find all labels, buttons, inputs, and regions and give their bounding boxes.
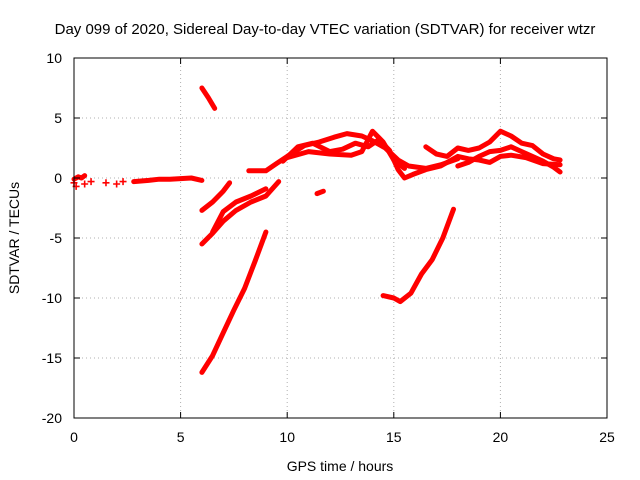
y-tick-label: 10 (46, 50, 62, 66)
x-tick-label: 5 (177, 429, 185, 445)
x-tick-label: 20 (493, 429, 509, 445)
chart-title: Day 099 of 2020, Sidereal Day-to-day VTE… (55, 21, 596, 38)
data-point (81, 180, 89, 188)
x-axis-label: GPS time / hours (287, 458, 394, 474)
y-axis-label: SDTVAR / TECUs (6, 182, 22, 294)
series-arc-10 (284, 128, 407, 171)
y-tick-label: -10 (42, 290, 62, 306)
series-arc-9 (280, 137, 563, 181)
series-arc-13 (131, 175, 205, 185)
data-layer (70, 85, 563, 375)
series-arc-12 (455, 144, 563, 175)
x-tick-label: 0 (70, 429, 78, 445)
y-tick-label: 0 (54, 170, 62, 186)
data-point (113, 180, 121, 188)
series-arc-6 (380, 206, 456, 305)
x-tick-label: 15 (386, 429, 402, 445)
series-arc-7 (314, 188, 326, 197)
y-tick-label: -15 (42, 350, 62, 366)
series-arc-5 (199, 229, 269, 375)
ticks: 0 5 10 15 20 25 -20 -15 -10 -5 0 5 10 (42, 50, 615, 445)
x-tick-label: 25 (599, 429, 615, 445)
series-arc-14 (71, 173, 88, 182)
data-point (119, 178, 127, 186)
series-arc-1 (199, 85, 218, 111)
grid (74, 58, 607, 418)
series-arc-4 (210, 186, 269, 235)
y-tick-label: -5 (50, 230, 63, 246)
plot-frame (73, 57, 608, 419)
y-tick-label: 5 (54, 110, 62, 126)
data-point (87, 178, 95, 186)
series-arc-2 (199, 180, 233, 213)
series-arc-11 (423, 128, 563, 163)
y-tick-label: -20 (42, 410, 62, 426)
x-tick-label: 10 (279, 429, 295, 445)
data-point (102, 179, 110, 187)
